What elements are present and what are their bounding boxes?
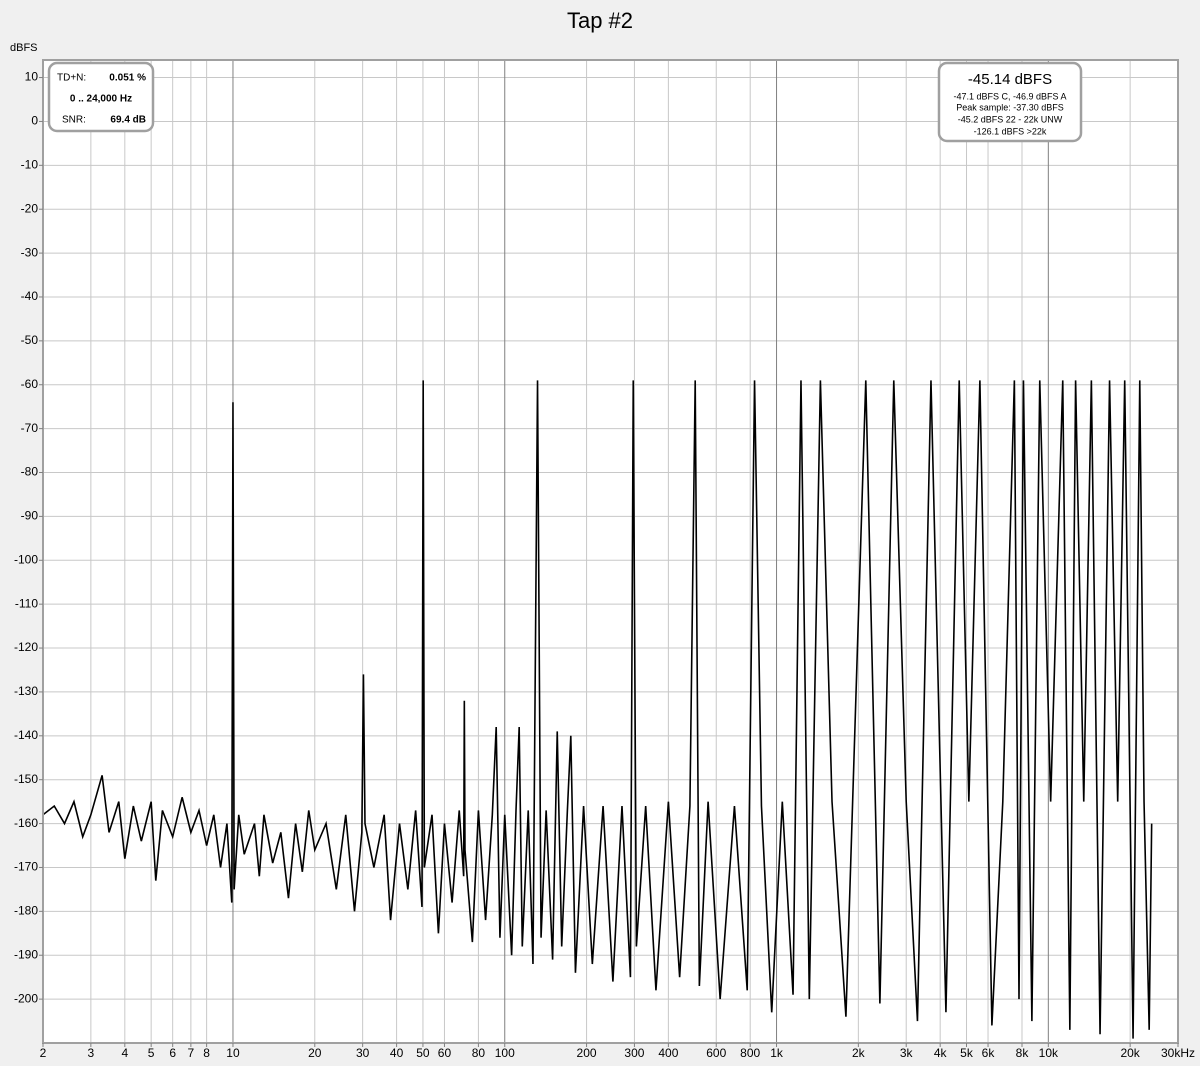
y-tick-label: -200	[14, 991, 38, 1005]
info-box	[47, 61, 155, 133]
info-label: TD+N:	[57, 73, 86, 84]
y-tick-label: -80	[21, 465, 39, 479]
y-tick-label: -120	[14, 640, 38, 654]
info-box	[937, 61, 1083, 143]
y-tick-label: -180	[14, 904, 38, 918]
y-tick-label: -60	[21, 377, 39, 391]
y-tick-label: 0	[31, 114, 38, 128]
x-tick-label: 300	[624, 1046, 644, 1060]
chart-title: Tap #2	[567, 8, 633, 33]
info-line: -47.1 dBFS C, -46.9 dBFS A	[953, 91, 1066, 101]
x-tick-label: 6k	[982, 1046, 996, 1060]
x-tick-label: 3k	[900, 1046, 914, 1060]
y-tick-label: -100	[14, 552, 38, 566]
y-tick-label: -140	[14, 728, 38, 742]
y-tick-label: -50	[21, 333, 39, 347]
info-line: -45.2 dBFS 22 - 22k UNW	[958, 114, 1063, 124]
y-tick-label: -10	[21, 157, 39, 171]
x-tick-label: 60	[438, 1046, 452, 1060]
y-axis-label: dBFS	[10, 42, 38, 54]
info-line: -126.1 dBFS >22k	[974, 126, 1047, 136]
x-tick-label: 20k	[1120, 1046, 1140, 1060]
x-tick-label: 8k	[1016, 1046, 1030, 1060]
x-tick-label: 1k	[770, 1046, 784, 1060]
spectrum-line	[42, 380, 1153, 1039]
x-tick-label: 600	[706, 1046, 726, 1060]
x-tick-label: 30	[356, 1046, 370, 1060]
x-tick-label: 8	[203, 1046, 210, 1060]
info-right: -45.14 dBFS -47.1 dBFS C, -46.9 dBFS A P…	[937, 61, 1083, 143]
info-value: 69.4 dB	[110, 115, 146, 126]
x-tick-label: 5k	[960, 1046, 974, 1060]
x-tick-label: 4k	[934, 1046, 948, 1060]
y-tick-label: -20	[21, 201, 39, 215]
y-tick-label: 10	[25, 70, 39, 84]
x-tick-label: 30kHz	[1161, 1046, 1195, 1060]
y-tick-label: -40	[21, 289, 39, 303]
y-tick-label: -30	[21, 245, 39, 259]
x-tick-label: 800	[740, 1046, 760, 1060]
y-tick-label: -150	[14, 772, 38, 786]
info-left: TD+N: 0.051 % 0 .. 24,000 Hz SNR: 69.4 d…	[47, 61, 155, 133]
x-tick-label: 6	[169, 1046, 176, 1060]
info-level: -45.14 dBFS	[968, 71, 1052, 88]
x-tick-label: 40	[390, 1046, 404, 1060]
info-value: 0.051 %	[109, 73, 146, 84]
x-tick-label: 10	[226, 1046, 240, 1060]
y-tick-label: -90	[21, 509, 39, 523]
x-tick-label: 80	[472, 1046, 486, 1060]
info-value: 0 .. 24,000 Hz	[70, 94, 132, 105]
x-tick-label: 5	[148, 1046, 155, 1060]
y-tick-label: -110	[15, 596, 38, 610]
info-label: SNR:	[62, 115, 86, 126]
y-tick-label: -160	[14, 816, 38, 830]
x-tick-label: 4	[121, 1046, 128, 1060]
x-tick-label: 200	[577, 1046, 597, 1060]
x-tick-label: 400	[658, 1046, 678, 1060]
y-tick-label: -190	[14, 947, 38, 961]
plot-area	[43, 60, 1178, 1043]
y-tick-label: -70	[21, 421, 39, 435]
y-tick-label: -130	[14, 684, 38, 698]
x-tick-label: 50	[416, 1046, 430, 1060]
x-tick-label: 100	[495, 1046, 515, 1060]
info-line: Peak sample: -37.30 dBFS	[956, 102, 1064, 112]
x-tick-label: 7	[188, 1046, 195, 1060]
x-tick-label: 2k	[852, 1046, 866, 1060]
x-tick-label: 3	[88, 1046, 95, 1060]
marks	[42, 380, 1153, 1039]
y-tick-label: -170	[14, 860, 38, 874]
x-tick-label: 10k	[1039, 1046, 1059, 1060]
x-tick-label: 20	[308, 1046, 322, 1060]
x-tick-label: 2	[40, 1046, 47, 1060]
plot-border	[42, 59, 1179, 1044]
